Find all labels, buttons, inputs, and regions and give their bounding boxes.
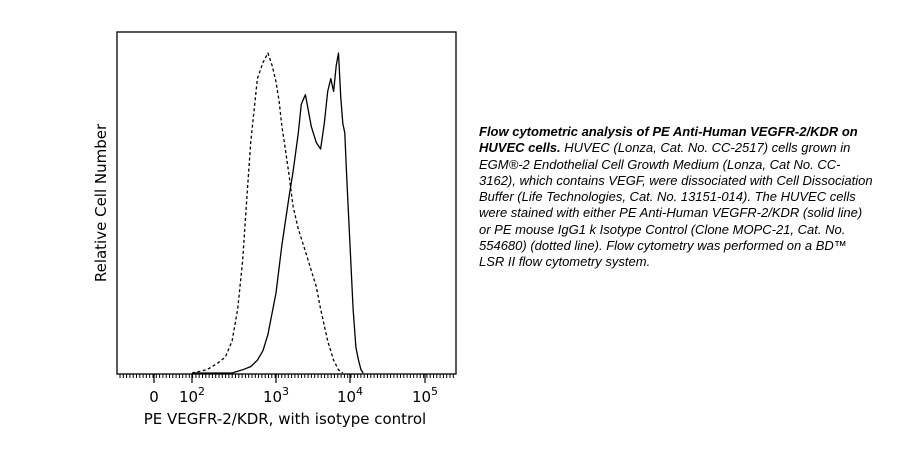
x-axis-tick-labels: 0 102 103 104 105	[149, 385, 438, 406]
x-tick-label: 103	[263, 385, 289, 406]
figure-caption: Flow cytometric analysis of PE Anti-Huma…	[479, 124, 874, 271]
x-tick-label: 105	[412, 385, 438, 406]
x-tick-label: 102	[179, 385, 205, 406]
vegfr2-stained-curve	[192, 52, 364, 374]
x-axis-label: PE VEGFR-2/KDR, with isotype control	[144, 410, 426, 428]
x-tick-label: 0	[149, 388, 159, 406]
x-axis-ticks	[119, 374, 454, 383]
caption-body: HUVEC (Lonza, Cat. No. CC-2517) cells gr…	[479, 140, 873, 270]
y-axis-label: Relative Cell Number	[92, 123, 110, 282]
plot-frame	[116, 31, 457, 375]
caption-title: Flow cytometric analysis of PE Anti-Huma…	[479, 124, 858, 156]
isotype-control-curve	[191, 52, 344, 374]
histogram-series	[191, 52, 364, 374]
x-tick-label: 104	[337, 385, 363, 406]
